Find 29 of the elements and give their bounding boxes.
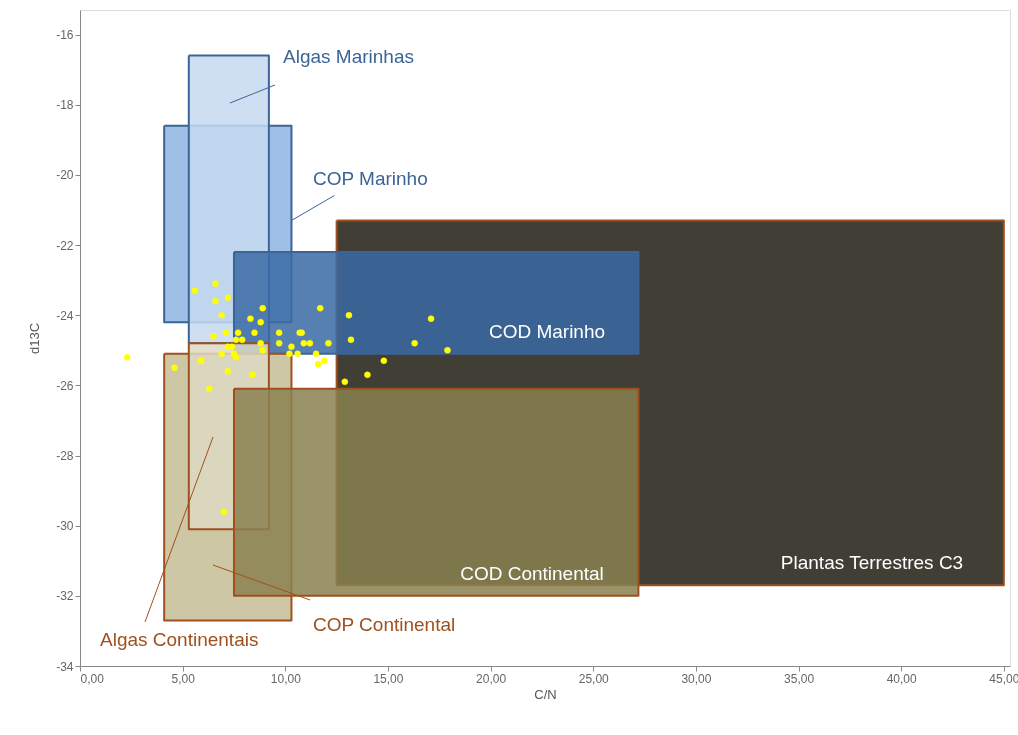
x-tick-label: 5,00 [171, 671, 196, 686]
y-tick-label: -34 [56, 659, 74, 674]
annotation: COD Continental [460, 563, 604, 584]
y-tick-label: -24 [56, 308, 74, 323]
annotation: Plantas Terrestres C3 [780, 552, 964, 573]
y-tick-label: -16 [56, 28, 74, 43]
x-tick-label: 35,00 [784, 671, 815, 686]
x-tick-label: 15,00 [373, 671, 404, 686]
annotation: COP Continental [313, 614, 456, 635]
y-tick-label: -18 [56, 98, 74, 113]
annotation: COD Marinho [488, 321, 606, 342]
y-tick-label: -28 [56, 449, 74, 464]
x-tick-label: 10,00 [270, 671, 302, 686]
y-tick-label: -26 [56, 378, 74, 393]
y-tick-label: -22 [56, 238, 74, 253]
annotation: COP Marinho [313, 168, 428, 189]
y-tick-label: -32 [56, 589, 74, 604]
annotation: Algas Continentais [100, 629, 259, 650]
x-tick-label: 20,00 [476, 671, 507, 686]
x-tick-label: 0,00 [80, 671, 105, 686]
x-tick-label: 40,00 [886, 671, 918, 686]
y-tick-label: -30 [56, 519, 74, 534]
x-tick-label: 45,00 [989, 671, 1018, 686]
x-tick-label: 30,00 [681, 671, 712, 686]
annotation: Algas Marinhas [283, 46, 414, 67]
x-tick-label: 25,00 [578, 671, 610, 686]
y-tick-label: -20 [56, 168, 74, 183]
x-axis-title: C/N [534, 686, 557, 702]
y-axis-title: d13C [27, 322, 43, 355]
